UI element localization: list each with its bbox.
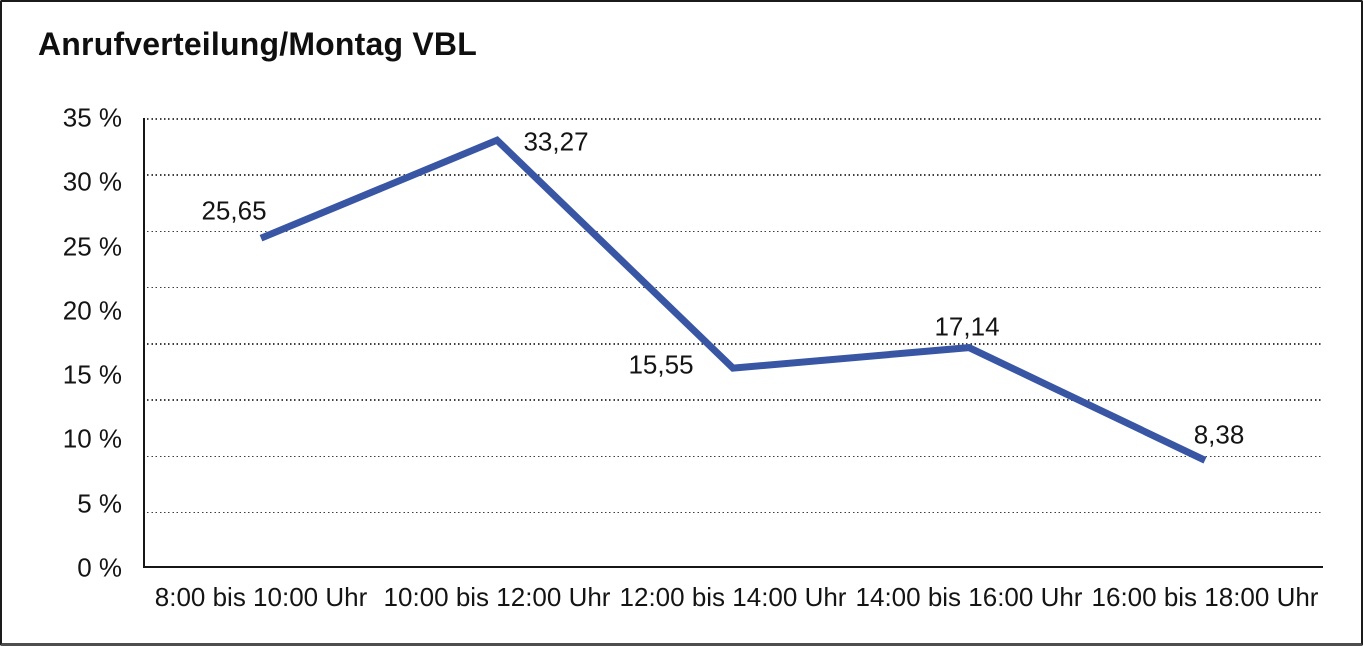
x-axis-category-label: 14:00 bis 16:00 Uhr	[855, 582, 1083, 612]
x-axis-category-label: 8:00 bis 10:00 Uhr	[154, 582, 368, 612]
y-axis	[143, 118, 145, 568]
x-axis-category-label: 12:00 bis 14:00 Uhr	[619, 582, 847, 612]
x-axis-category-label: 10:00 bis 12:00 Uhr	[383, 582, 611, 612]
data-value-label: 8,38	[1193, 419, 1245, 450]
gridline	[143, 399, 1323, 401]
gridline	[143, 511, 1323, 514]
y-axis-tick-label: 10 %	[62, 423, 122, 454]
x-axis-category-label: 16:00 bis 18:00 Uhr	[1091, 582, 1319, 612]
y-axis-tick-label: 15 %	[62, 359, 122, 390]
y-axis-tick-label: 5 %	[77, 488, 122, 519]
y-axis-tick-label: 0 %	[77, 552, 122, 583]
y-axis-tick-label: 25 %	[62, 231, 122, 262]
data-line	[259, 136, 1207, 464]
line-series	[259, 136, 1207, 464]
data-value-label: 17,14	[934, 311, 1000, 342]
y-axis-tick-label: 30 %	[62, 166, 122, 197]
gridline	[143, 174, 1323, 176]
data-value-label: 33,27	[523, 126, 589, 157]
gridline	[143, 286, 1323, 289]
chart-title: Anrufverteilung/Montag VBL	[38, 26, 477, 62]
y-axis-tick-label: 20 %	[62, 295, 122, 326]
data-value-label: 15,55	[628, 349, 694, 380]
y-axis-labels: 35 % 30 % 25 % 20 % 15 % 10 % 5 % 0 %	[0, 0, 128, 646]
gridline	[143, 455, 1323, 458]
x-axis-labels: 8:00 bis 10:00 Uhr 10:00 bis 12:00 Uhr 12:…	[143, 582, 1323, 616]
gridline	[143, 118, 1323, 120]
data-value-label: 25,65	[201, 195, 267, 226]
y-axis-tick-label: 35 %	[62, 102, 122, 133]
plot-area: 25,65 33,27 15,55 17,14 8,38	[143, 118, 1323, 568]
gridline	[143, 230, 1323, 233]
x-axis	[143, 566, 1323, 568]
gridline	[143, 343, 1323, 345]
